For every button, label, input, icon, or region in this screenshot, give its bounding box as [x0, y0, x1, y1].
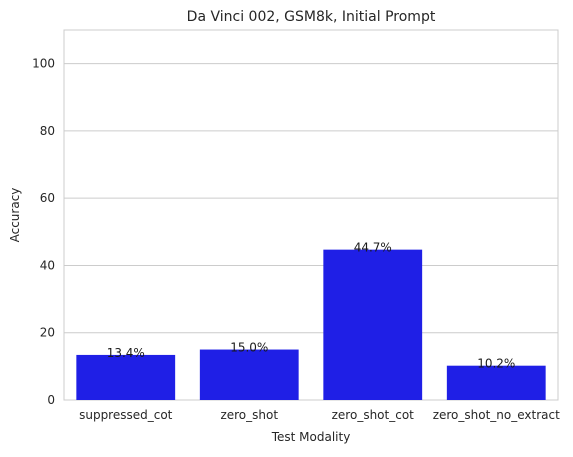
- bar-value-label: 15.0%: [230, 341, 268, 355]
- y-axis-ticks: 0 20 40 60 80 100: [32, 57, 55, 407]
- plot-frame: [63, 29, 559, 401]
- bar-value-label: 13.4%: [107, 346, 145, 360]
- y-tick-label: 80: [40, 124, 55, 138]
- x-tick-label: zero_shot_no_extract: [433, 408, 560, 422]
- chart-title: Da Vinci 002, GSM8k, Initial Prompt: [187, 9, 436, 25]
- y-axis-label: Accuracy: [8, 188, 22, 243]
- x-axis-label: Test Modality: [271, 430, 351, 444]
- y-tick-label: 0: [47, 393, 55, 407]
- bar-zero_shot_no_extract: [446, 365, 546, 400]
- bar-zero_shot: [199, 349, 299, 400]
- x-tick-label: zero_shot_cot: [332, 408, 415, 422]
- x-axis-ticks: suppressed_cot zero_shot zero_shot_cot zero…: [79, 408, 560, 422]
- bar-suppressed_cot: [76, 354, 176, 400]
- bar-value-label: 44.7%: [354, 241, 392, 255]
- bar-zero_shot_cot: [323, 249, 423, 400]
- bars: [76, 249, 546, 400]
- x-tick-label: suppressed_cot: [79, 408, 173, 422]
- data-labels: 13.4% 15.0% 44.7% 10.2%: [107, 241, 516, 371]
- y-tick-label: 20: [40, 326, 55, 340]
- y-tick-label: 100: [32, 57, 55, 71]
- y-tick-label: 40: [40, 258, 55, 272]
- bar-value-label: 10.2%: [477, 357, 515, 371]
- y-tick-label: 60: [40, 191, 55, 205]
- x-tick-label: zero_shot: [220, 408, 278, 422]
